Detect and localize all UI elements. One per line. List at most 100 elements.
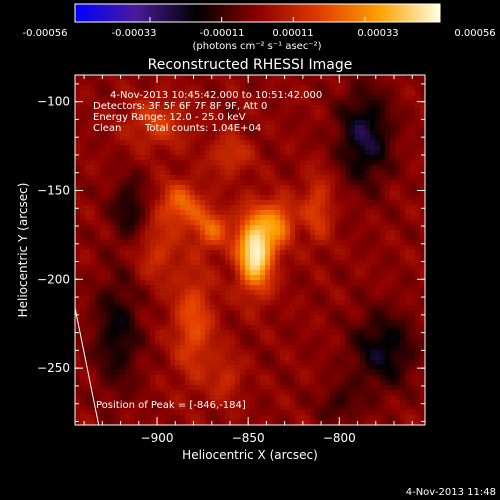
heatmap-cell: [150, 315, 156, 321]
heatmap-cell: [275, 350, 281, 356]
heatmap-cell: [375, 285, 381, 291]
heatmap-cell: [275, 75, 281, 81]
heatmap-cell: [175, 205, 181, 211]
heatmap-cell: [230, 145, 236, 151]
heatmap-cell: [370, 120, 376, 126]
heatmap-cell: [100, 145, 106, 151]
heatmap-cell: [220, 295, 226, 301]
heatmap-cell: [415, 95, 421, 101]
heatmap-cell: [125, 260, 131, 266]
heatmap-cell: [170, 205, 176, 211]
heatmap-cell: [80, 350, 86, 356]
heatmap-cell: [305, 140, 311, 146]
heatmap-cell: [280, 270, 286, 276]
heatmap-cell: [270, 395, 276, 401]
heatmap-cell: [100, 385, 106, 391]
heatmap-cell: [405, 125, 411, 131]
heatmap-cell: [100, 125, 106, 131]
heatmap-cell: [155, 415, 161, 421]
heatmap-cell: [140, 185, 146, 191]
heatmap-cell: [215, 155, 221, 161]
heatmap-cell: [310, 310, 316, 316]
heatmap-cell: [115, 135, 121, 141]
heatmap-cell: [90, 290, 96, 296]
heatmap-cell: [215, 320, 221, 326]
heatmap-cell: [155, 340, 161, 346]
heatmap-cell: [165, 235, 171, 241]
heatmap-cell: [350, 335, 356, 341]
heatmap-cell: [145, 420, 151, 425]
heatmap-cell: [120, 100, 126, 106]
heatmap-cell: [360, 235, 366, 241]
heatmap-cell: [280, 380, 286, 386]
heatmap-cell: [310, 225, 316, 231]
heatmap-cell: [340, 210, 346, 216]
heatmap-cell: [280, 295, 286, 301]
x-tick-label: −800: [323, 431, 356, 445]
heatmap-cell: [365, 315, 371, 321]
heatmap-cell: [130, 155, 136, 161]
heatmap-cell: [290, 390, 296, 396]
heatmap-cell: [195, 380, 201, 386]
heatmap-cell: [380, 305, 386, 311]
heatmap-cell: [175, 395, 181, 401]
heatmap-cell: [310, 95, 316, 101]
heatmap-cell: [230, 105, 236, 111]
heatmap-cell: [150, 190, 156, 196]
heatmap-cell: [370, 365, 376, 371]
heatmap-cell: [165, 395, 171, 401]
heatmap-cell: [375, 190, 381, 196]
heatmap-cell: [200, 415, 206, 421]
heatmap-cell: [380, 115, 386, 121]
heatmap-cell: [180, 190, 186, 196]
heatmap-cell: [270, 290, 276, 296]
heatmap-cell: [220, 215, 226, 221]
heatmap-cell: [165, 105, 171, 111]
heatmap-cell: [175, 345, 181, 351]
heatmap-cell: [240, 80, 246, 86]
heatmap-cell: [170, 325, 176, 331]
heatmap-cell: [130, 100, 136, 106]
heatmap-cell: [225, 155, 231, 161]
heatmap-cell: [305, 285, 311, 291]
heatmap-cell: [110, 245, 116, 251]
heatmap-cell: [170, 115, 176, 121]
heatmap-cell: [210, 140, 216, 146]
heatmap-cell: [120, 285, 126, 291]
heatmap-cell: [315, 190, 321, 196]
heatmap-cell: [385, 90, 391, 96]
heatmap-cell: [420, 200, 425, 206]
heatmap-cell: [300, 270, 306, 276]
heatmap-cell: [280, 125, 286, 131]
heatmap-cell: [130, 400, 136, 406]
heatmap-cell: [290, 80, 296, 86]
heatmap-cell: [415, 135, 421, 141]
heatmap-cell: [215, 355, 221, 361]
heatmap-cell: [220, 275, 226, 281]
heatmap-cell: [80, 220, 86, 226]
heatmap-cell: [75, 345, 81, 351]
heatmap-cell: [395, 345, 401, 351]
heatmap-cell: [225, 130, 231, 136]
heatmap-cell: [115, 380, 121, 386]
heatmap-cell: [170, 200, 176, 206]
heatmap-cell: [185, 380, 191, 386]
heatmap-cell: [200, 320, 206, 326]
heatmap-cell: [230, 260, 236, 266]
heatmap-cell: [375, 120, 381, 126]
heatmap-cell: [290, 145, 296, 151]
heatmap-cell: [360, 95, 366, 101]
heatmap-cell: [405, 170, 411, 176]
heatmap-cell: [275, 80, 281, 86]
heatmap-cell: [185, 150, 191, 156]
heatmap-cell: [135, 365, 141, 371]
heatmap-cell: [260, 115, 266, 121]
heatmap-cell: [230, 215, 236, 221]
heatmap-cell: [285, 355, 291, 361]
heatmap-cell: [195, 95, 201, 101]
heatmap-cell: [90, 315, 96, 321]
heatmap-cell: [120, 300, 126, 306]
heatmap-cell: [95, 125, 101, 131]
heatmap-cell: [215, 175, 221, 181]
heatmap-cell: [370, 245, 376, 251]
